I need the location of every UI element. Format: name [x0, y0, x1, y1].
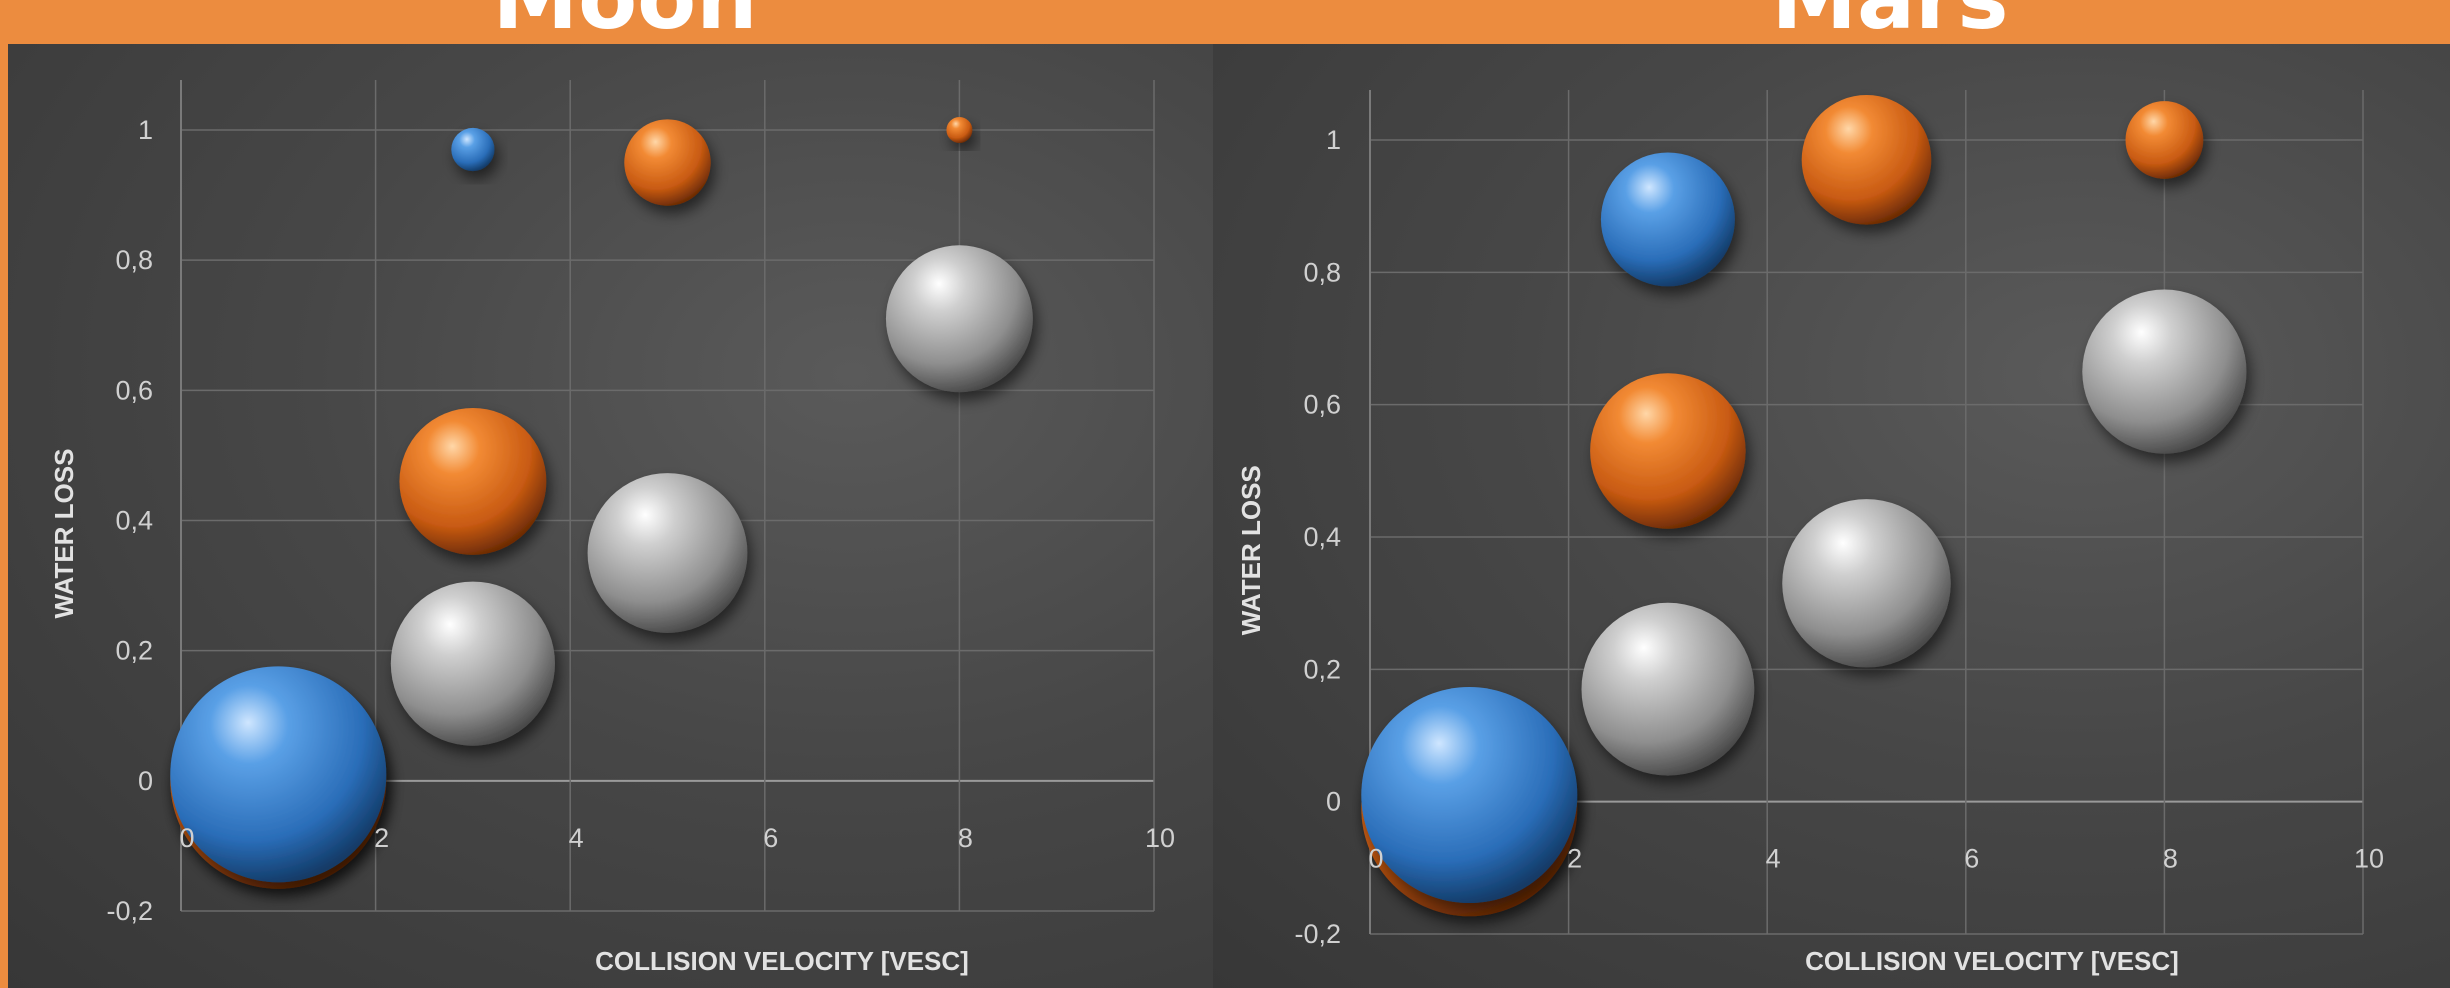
y-tick-label: 0,6: [115, 375, 153, 405]
silver-bubble: [1782, 499, 1951, 668]
x-tick-label: 10: [2354, 844, 2384, 874]
x-tick-label: 2: [1567, 844, 1582, 874]
x-tick-label: 4: [569, 823, 584, 853]
x-tick-label: 4: [1766, 844, 1781, 874]
x-tick-label: 6: [763, 823, 778, 853]
silver-bubble: [885, 245, 1033, 393]
y-tick-label: 0,8: [1303, 257, 1341, 287]
silver-bubble: [1581, 602, 1755, 776]
moon-chart-panel: -0,2 0 0,2 0,4 0,6 0,8 1 0 2 4 6 8 10 COLLISION VELOC…: [8, 44, 1213, 988]
blue-bubble: [1600, 152, 1735, 287]
orange-bubble: [946, 117, 973, 143]
silver-bubble: [2082, 289, 2247, 454]
y-tick-label: -0,2: [1294, 919, 1341, 949]
y-tick-label: 0: [1326, 787, 1341, 817]
blue-bubble: [1361, 687, 1578, 904]
y-tick-label: 0,8: [115, 245, 153, 275]
y-axis-title: WATER LOSS: [1236, 465, 1266, 635]
x-axis-title: COLLISION VELOCITY [VESC]: [595, 946, 969, 976]
y-tick-label: 0,2: [115, 636, 153, 666]
x-tick-label: 8: [958, 823, 973, 853]
x-tick-label: 2: [374, 823, 389, 853]
y-tick-label: 1: [138, 115, 153, 145]
orange-bubble: [399, 408, 547, 555]
y-tick-label: -0,2: [106, 896, 153, 926]
x-tick-label: 8: [2163, 844, 2178, 874]
x-tick-label: 10: [1145, 823, 1175, 853]
orange-bubble: [2125, 101, 2204, 179]
mars-chart-title: Mars: [1590, 0, 2190, 42]
x-axis-title: COLLISION VELOCITY [VESC]: [1805, 946, 2179, 976]
x-tick-label: 0: [179, 823, 194, 853]
silver-bubble: [587, 473, 748, 633]
blue-bubble: [170, 666, 387, 883]
y-tick-label: 1: [1326, 125, 1341, 155]
y-tick-label: 0,4: [115, 506, 153, 536]
y-tick-label: 0,4: [1303, 522, 1341, 552]
orange-bubble: [624, 119, 711, 206]
y-tick-label: 0: [138, 766, 153, 796]
moon-chart-title: Moon: [325, 0, 925, 42]
x-tick-label: 0: [1368, 844, 1383, 874]
silver-bubble: [390, 581, 555, 746]
x-tick-label: 6: [1964, 844, 1979, 874]
blue-bubble: [451, 127, 495, 172]
y-axis-title: WATER LOSS: [49, 449, 79, 619]
y-tick-label: 0,6: [1303, 390, 1341, 420]
orange-bubble: [1801, 95, 1932, 225]
y-tick-label: 0,2: [1303, 654, 1341, 684]
orange-bubble: [1590, 373, 1746, 529]
mars-chart-panel: -0,2 0 0,2 0,4 0,6 0,8 1 0 2 4 6 8 10 COLLISION VELOC…: [1213, 44, 2450, 988]
